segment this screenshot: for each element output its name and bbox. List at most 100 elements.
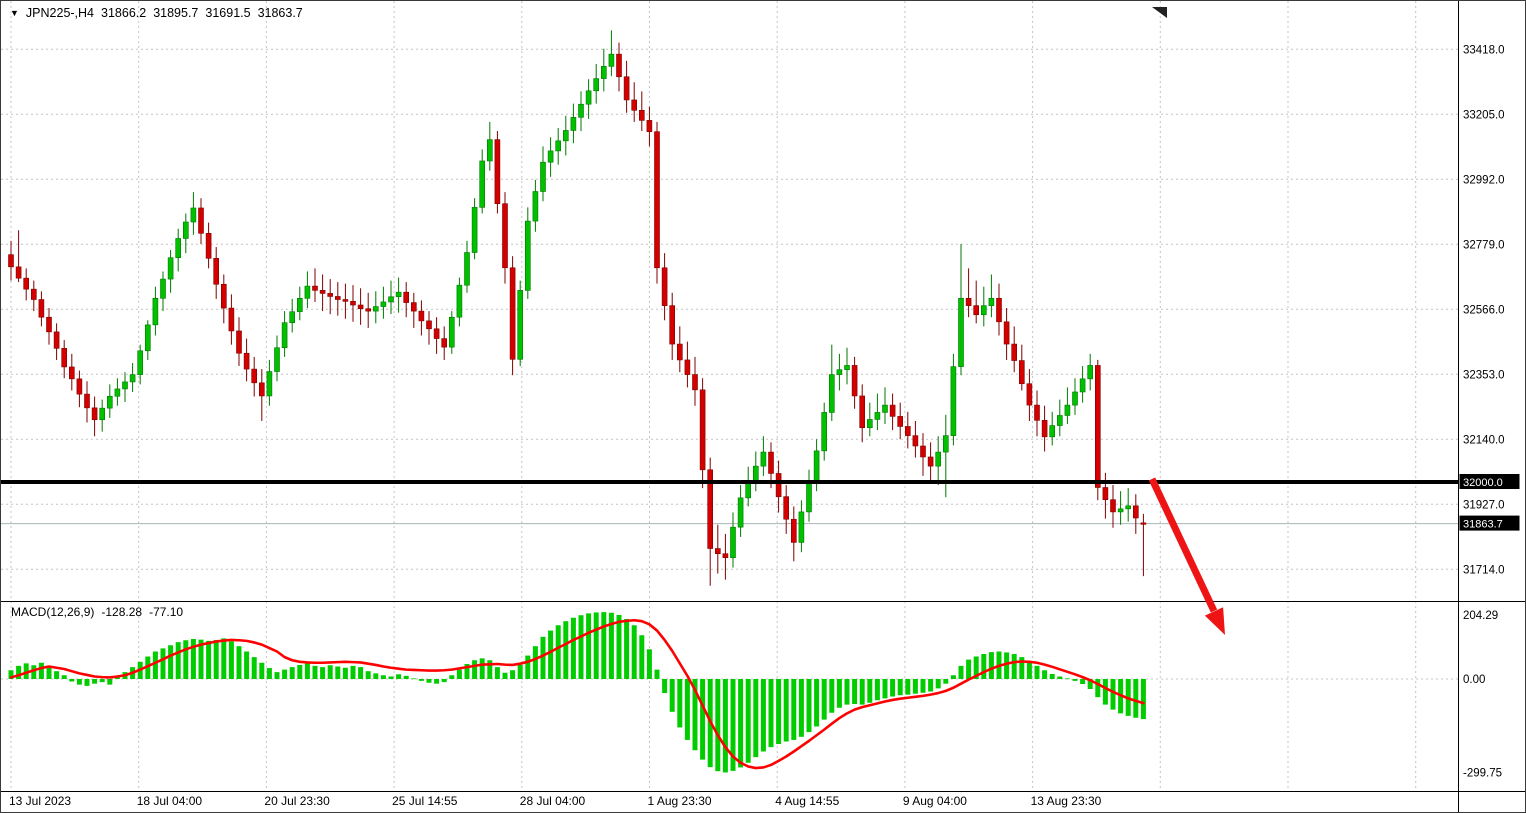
macd-histogram-bar xyxy=(464,664,470,679)
candle-body xyxy=(509,267,516,360)
candle-body xyxy=(768,451,774,474)
candle-body xyxy=(198,207,204,234)
macd-histogram-bar xyxy=(1049,674,1055,679)
candle-body xyxy=(578,103,584,118)
macd-histogram-bar xyxy=(639,635,645,679)
macd-histogram-bar xyxy=(920,679,926,693)
macd-histogram-bar xyxy=(912,679,918,694)
candle-body xyxy=(418,310,425,322)
time-axis-label: 1 Aug 23:30 xyxy=(648,794,712,808)
sell-arrow-shaft xyxy=(1148,477,1218,613)
macd-histogram-bar xyxy=(532,646,538,679)
macd-histogram-bar xyxy=(99,679,105,683)
macd-histogram-bar xyxy=(23,663,29,679)
candle-body xyxy=(167,257,174,280)
macd-histogram-bar xyxy=(114,677,120,679)
candle-body xyxy=(205,232,212,259)
sell-arrow[interactable] xyxy=(1148,477,1225,635)
macd-histogram-bar xyxy=(145,656,151,679)
macd-histogram-bar xyxy=(1110,679,1116,710)
macd-histogram-bar xyxy=(342,667,348,679)
macd-histogram-bar xyxy=(266,668,272,679)
candle-body xyxy=(912,435,919,447)
candle-body xyxy=(403,291,410,303)
price-axis-label: 33205.0 xyxy=(1463,109,1505,121)
macd-histogram-bar xyxy=(434,679,440,684)
candle-body xyxy=(988,297,995,306)
macd-histogram-bar xyxy=(905,679,911,695)
macd-histogram-bar xyxy=(662,679,668,694)
macd-histogram-bar xyxy=(836,679,842,708)
macd-histogram-bar xyxy=(388,676,394,679)
candle-body xyxy=(1049,425,1055,438)
price-axis-label: 32779.0 xyxy=(1463,239,1505,251)
candle-body xyxy=(258,382,265,397)
candle-body xyxy=(365,308,372,312)
candle-body xyxy=(676,343,683,361)
macd-histogram-bar xyxy=(1102,679,1108,705)
chart-shift-icon[interactable] xyxy=(1152,7,1167,18)
macd-histogram-bar xyxy=(449,675,455,679)
candle-body xyxy=(600,66,607,79)
macd-histogram-bar xyxy=(806,679,812,733)
macd-histogram-bar xyxy=(175,642,181,679)
candle-body xyxy=(1117,508,1124,513)
macd-histogram-bar xyxy=(92,679,98,684)
candle-body xyxy=(638,110,645,121)
candle-body xyxy=(1041,420,1048,438)
candle-body xyxy=(950,366,957,436)
quote-low: 31691.5 xyxy=(205,6,251,20)
price-axis-label: 32566.0 xyxy=(1463,304,1505,316)
macd-histogram-bar xyxy=(715,679,721,772)
macd-histogram-bar xyxy=(654,669,660,679)
candle-body xyxy=(684,359,691,375)
candle-body xyxy=(699,389,706,471)
candle-body xyxy=(752,465,759,482)
macd-histogram-bar xyxy=(183,640,189,679)
macd-histogram-bar xyxy=(160,648,166,679)
macd-histogram-bar xyxy=(988,652,994,679)
macd-histogram-bar xyxy=(16,665,22,679)
candle-body xyxy=(160,278,166,299)
macd-axis-label: 204.29 xyxy=(1463,610,1498,622)
candle-body xyxy=(844,365,850,371)
macd-histogram-bar xyxy=(684,679,690,740)
candle-body xyxy=(183,221,189,239)
candle-body xyxy=(334,296,341,300)
candle-body xyxy=(319,290,326,294)
candle-body xyxy=(456,284,463,318)
candle-body xyxy=(312,285,318,291)
macd-histogram-bar xyxy=(206,640,212,679)
candle-body xyxy=(479,160,486,208)
candle-body xyxy=(228,307,235,332)
candle-body xyxy=(342,299,349,302)
macd-axis-label: 0.00 xyxy=(1463,674,1485,686)
candle-body xyxy=(53,331,60,349)
symbol-dropdown-icon[interactable]: ▼ xyxy=(10,7,19,18)
candle-body xyxy=(547,150,554,163)
candle-body xyxy=(866,419,873,428)
candle-body xyxy=(616,53,622,78)
macd-histogram-bar xyxy=(973,656,979,679)
macd-histogram-bar xyxy=(190,639,196,679)
candle-body xyxy=(897,416,904,427)
candle-body xyxy=(243,352,250,370)
macd-histogram-bar xyxy=(403,675,409,679)
candle-body xyxy=(798,511,805,543)
macd-histogram-bar xyxy=(631,625,637,679)
macd-histogram-bar xyxy=(601,612,607,679)
macd-histogram-bar xyxy=(168,645,174,679)
candle-body xyxy=(562,130,569,142)
candle-body xyxy=(1079,378,1086,393)
macd-histogram-bar xyxy=(844,679,850,705)
macd-histogram-bar xyxy=(760,679,766,752)
candle-body xyxy=(980,305,987,316)
candle-body xyxy=(631,99,638,111)
candle-body xyxy=(494,139,501,204)
candle-body xyxy=(388,296,394,303)
candle-body xyxy=(61,348,68,368)
macd-histogram-bar xyxy=(358,667,364,679)
level-price-badge-bg xyxy=(1459,474,1520,489)
